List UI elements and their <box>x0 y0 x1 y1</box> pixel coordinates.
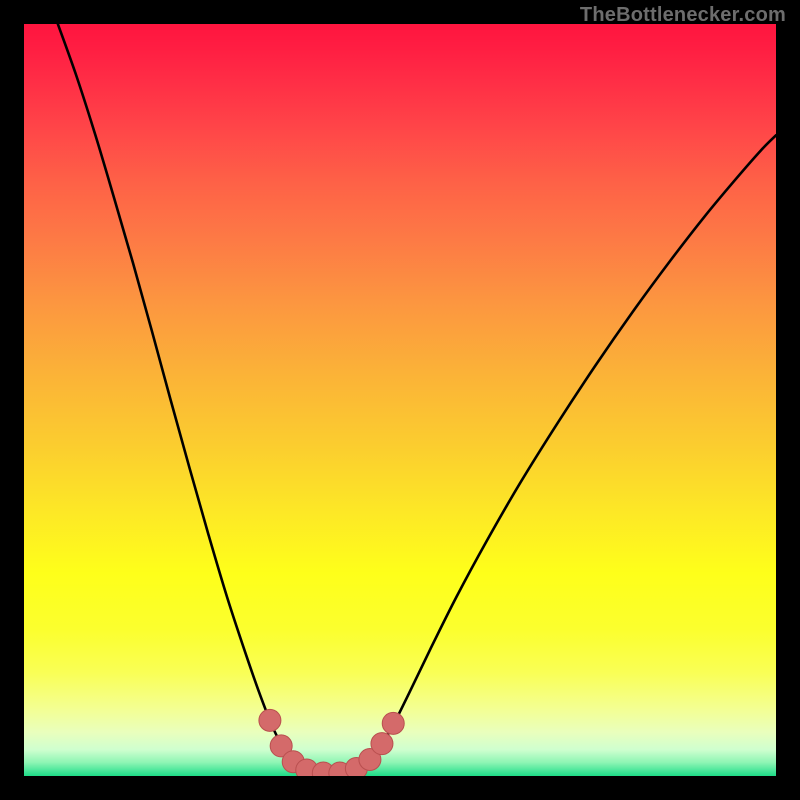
plot-background <box>24 24 776 776</box>
bottleneck-chart <box>0 0 800 800</box>
curve-marker <box>382 712 404 734</box>
curve-marker <box>371 733 393 755</box>
curve-marker <box>259 709 281 731</box>
